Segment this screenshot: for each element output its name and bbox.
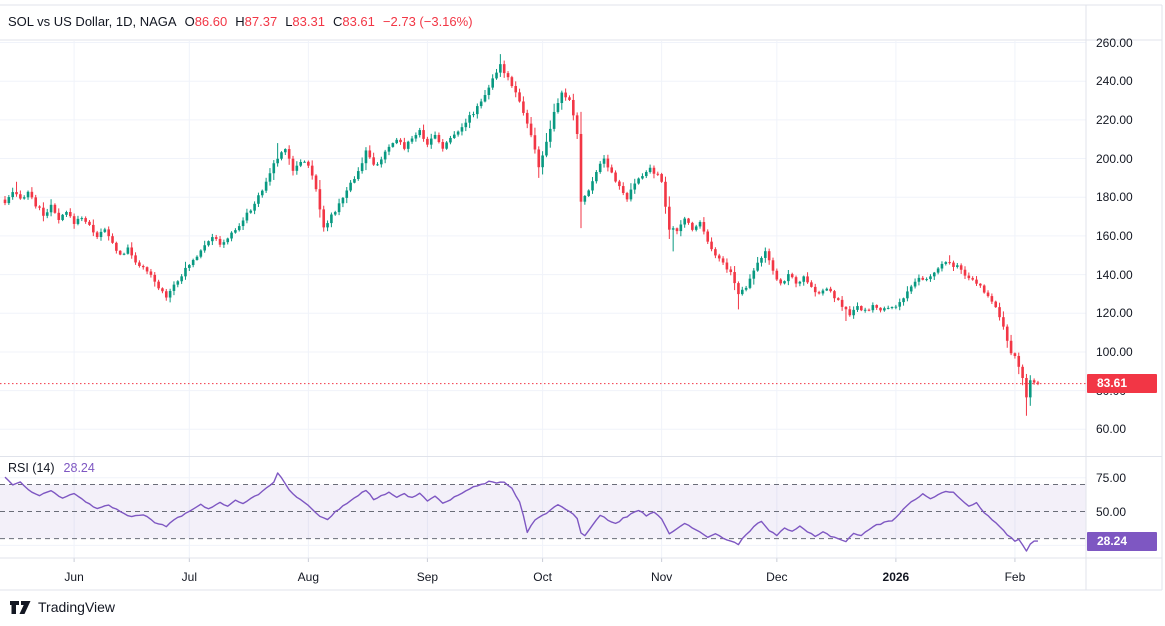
price-axis-label: 120.00 [1096,306,1133,321]
time-axis-label: Feb [1004,570,1026,584]
price-pane-surface[interactable] [0,40,1086,456]
price-axis-label: 160.00 [1096,228,1133,243]
rsi-level-lines [0,483,1086,540]
price-axis-label: 240.00 [1096,74,1133,89]
rsi-axis-label: 75.00 [1096,470,1127,485]
ohlc-close: C 83.61 [332,14,375,29]
ohlc-low: L 83.31 [285,14,325,29]
candlestick-series [3,54,1040,416]
rsi-pane-surface[interactable] [0,457,1086,558]
time-axis-label: Aug [297,570,320,584]
price-axis-label: 140.00 [1096,267,1133,282]
change-value: −2.73 (−3.16%) [382,14,473,29]
tradingview-logo[interactable]: TradingView [10,599,115,615]
price-axis-label: 200.00 [1096,151,1133,166]
rsi-value-badge: 28.24 [1087,531,1157,551]
tradingview-logo-icon [10,600,31,614]
price-axis-label: 180.00 [1096,190,1133,205]
last-price-badge: 83.61 [1087,374,1157,394]
time-axis-label: Jun [64,570,84,584]
price-axis-label: 100.00 [1096,344,1133,359]
rsi-title[interactable]: RSI (14) [8,461,55,475]
ohlc-open: O 86.60 [184,14,228,29]
price-axis-label: 220.00 [1096,112,1133,127]
time-axis-label: Sep [416,570,439,584]
symbol-title[interactable]: SOL vs US Dollar, 1D, NAGA [8,14,177,29]
tradingview-logo-text: TradingView [38,599,116,615]
rsi-header: RSI (14) 28.24 [8,461,95,475]
pane-borders [0,4,1163,591]
rsi-value: 28.24 [63,461,95,475]
time-axis-label: Dec [766,570,788,584]
time-axis-label: Jul [181,570,197,584]
rsi-axis-label: 50.00 [1096,504,1127,519]
price-axis-label: 60.00 [1096,422,1127,437]
time-axis-label: Oct [533,570,552,584]
time-axis-label: Nov [650,570,673,584]
symbol-header: SOL vs US Dollar, 1D, NAGA O 86.60 H 87.37… [8,14,473,29]
time-axis-label: 2026 [882,570,910,584]
rsi-series [4,472,1038,552]
ohlc-high: H 87.37 [235,14,278,29]
price-axis-label: 260.00 [1096,35,1133,50]
gridlines [0,41,1086,562]
